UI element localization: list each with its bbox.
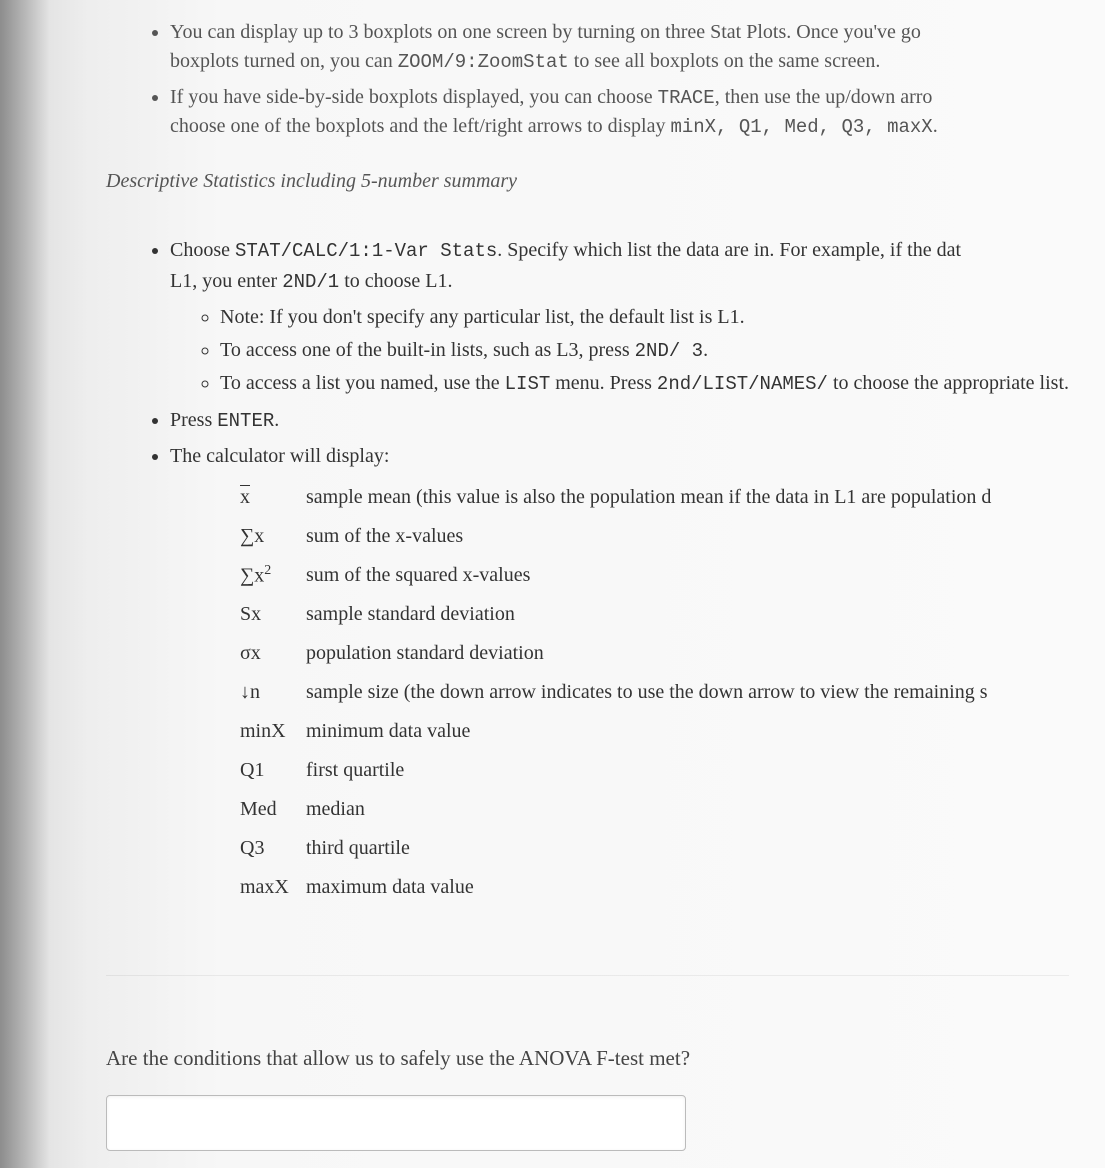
stats-description: minimum data value xyxy=(306,712,1005,751)
stats-row: Medmedian xyxy=(240,790,1005,829)
section-heading: Descriptive Statistics including 5-numbe… xyxy=(106,170,1105,193)
text: to choose L1. xyxy=(339,270,452,292)
divider xyxy=(106,975,1069,976)
stats-symbol: Q1 xyxy=(240,751,306,790)
stats-description: first quartile xyxy=(306,751,1005,790)
stats-row: Q1first quartile xyxy=(240,751,1005,790)
code-text: 2ND/ 3 xyxy=(635,340,703,362)
code-text: LIST xyxy=(505,373,551,395)
text: L1, you enter xyxy=(170,270,282,292)
stats-symbol: Q3 xyxy=(240,829,306,868)
stats-description: population standard deviation xyxy=(306,634,1005,673)
sub-bullet-2: To access one of the built-in lists, suc… xyxy=(220,335,1105,366)
stats-description: sample mean (this value is also the popu… xyxy=(306,478,1005,517)
stats-row: xsample mean (this value is also the pop… xyxy=(240,478,1005,517)
main-bullet-1: Choose STAT/CALC/1:1-Var Stats. Specify … xyxy=(170,235,1105,400)
main-bullet-list: Choose STAT/CALC/1:1-Var Stats. Specify … xyxy=(70,235,1105,908)
code-text: 2ND/1 xyxy=(282,271,339,293)
sub-bullet-1: Note: If you don't specify any particula… xyxy=(220,302,1105,333)
text: . xyxy=(703,339,708,361)
sub-bullet-3: To access a list you named, use the LIST… xyxy=(220,368,1105,399)
text: , then use the up/down arro xyxy=(715,86,933,108)
code-text: ENTER xyxy=(217,410,274,432)
text: choose one of the boxplots and the left/… xyxy=(170,115,670,137)
stats-description: maximum data value xyxy=(306,868,1005,907)
stats-row: ∑x2sum of the squared x-values xyxy=(240,556,1005,596)
question-block: Are the conditions that allow us to safe… xyxy=(70,1046,1105,1151)
intro-bullet-list: You can display up to 3 boxplots on one … xyxy=(70,18,1105,142)
stats-tbody: xsample mean (this value is also the pop… xyxy=(240,478,1005,908)
text: . Specify which list the data are in. Fo… xyxy=(497,239,961,261)
stats-description: third quartile xyxy=(306,829,1005,868)
code-text: STAT/CALC/1:1-Var Stats xyxy=(235,240,497,262)
stats-symbol-table: xsample mean (this value is also the pop… xyxy=(240,478,1005,908)
content-area: You can display up to 3 boxplots on one … xyxy=(0,0,1105,1151)
info-box: You can display up to 3 boxplots on one … xyxy=(70,18,1105,945)
code-text: minX, Q1, Med, Q3, maxX xyxy=(670,116,932,138)
stats-description: sum of the x-values xyxy=(306,517,1005,556)
text: . xyxy=(933,115,938,137)
main-bullet-2: Press ENTER. xyxy=(170,405,1105,436)
stats-symbol: σx xyxy=(240,634,306,673)
text: The calculator will display: xyxy=(170,445,389,467)
text: boxplots turned on, you can xyxy=(170,50,398,72)
stats-row: Q3third quartile xyxy=(240,829,1005,868)
stats-row: ∑xsum of the x-values xyxy=(240,517,1005,556)
stats-row: maxXmaximum data value xyxy=(240,868,1005,907)
code-text: ZOOM/9:ZoomStat xyxy=(398,51,569,73)
text: If you have side-by-side boxplots displa… xyxy=(170,86,658,108)
code-text: 2nd/LIST/NAMES/ xyxy=(657,373,828,395)
intro-bullet-2: If you have side-by-side boxplots displa… xyxy=(170,83,1105,142)
text: Press xyxy=(170,409,217,431)
stats-row: Sxsample standard deviation xyxy=(240,595,1005,634)
intro-bullet-1: You can display up to 3 boxplots on one … xyxy=(170,18,1105,77)
text: to choose the appropriate list. xyxy=(828,372,1069,394)
stats-description: median xyxy=(306,790,1005,829)
text: menu. Press xyxy=(550,372,657,394)
text: . xyxy=(274,409,279,431)
text: To access one of the built-in lists, suc… xyxy=(220,339,635,361)
text: to see all boxplots on the same screen. xyxy=(569,50,881,72)
stats-symbol: ↓n xyxy=(240,673,306,712)
stats-description: sum of the squared x-values xyxy=(306,556,1005,596)
main-bullet-3: The calculator will display: xsample mea… xyxy=(170,441,1105,908)
sub-bullet-list: Note: If you don't specify any particula… xyxy=(170,302,1105,400)
page: You can display up to 3 boxplots on one … xyxy=(0,0,1105,1168)
stats-description: sample size (the down arrow indicates to… xyxy=(306,673,1005,712)
stats-row: σxpopulation standard deviation xyxy=(240,634,1005,673)
stats-symbol: maxX xyxy=(240,868,306,907)
stats-row: minXminimum data value xyxy=(240,712,1005,751)
question-text: Are the conditions that allow us to safe… xyxy=(106,1046,1069,1071)
text: You can display up to 3 boxplots on one … xyxy=(170,21,921,43)
answer-input[interactable] xyxy=(106,1095,686,1151)
text: To access a list you named, use the xyxy=(220,372,505,394)
code-text: TRACE xyxy=(658,87,715,109)
text: Choose xyxy=(170,239,235,261)
stats-row: ↓nsample size (the down arrow indicates … xyxy=(240,673,1005,712)
stats-description: sample standard deviation xyxy=(306,595,1005,634)
stats-symbol: ∑x2 xyxy=(240,556,306,596)
stats-symbol: minX xyxy=(240,712,306,751)
stats-symbol: Med xyxy=(240,790,306,829)
stats-symbol: ∑x xyxy=(240,517,306,556)
stats-symbol: Sx xyxy=(240,595,306,634)
stats-symbol: x xyxy=(240,478,306,517)
